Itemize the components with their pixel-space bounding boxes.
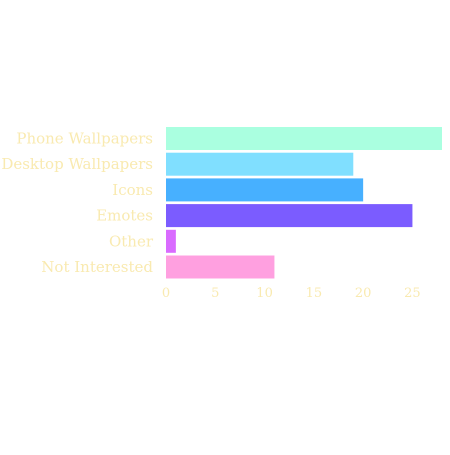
x-tick-label-5: 5 [211, 286, 219, 301]
x-axis-tick-labels: 0 5 10 15 20 25 [162, 286, 421, 301]
category-labels: Phone Wallpapers Desktop Wallpapers Icons E… [1, 130, 153, 277]
x-tick-label-25: 25 [404, 286, 421, 301]
bar-not-interested [166, 255, 275, 279]
bar-desktop-wallpapers [166, 152, 354, 176]
category-label-phone-wallpapers: Phone Wallpapers [16, 130, 153, 148]
category-label-other: Other [109, 232, 154, 250]
x-tick-label-20: 20 [355, 286, 372, 301]
category-label-desktop-wallpapers: Desktop Wallpapers [1, 155, 153, 173]
bar-phone-wallpapers [166, 127, 442, 150]
bar-icons [166, 178, 364, 202]
x-tick-label-0: 0 [162, 286, 170, 301]
bar-emotes [166, 204, 413, 228]
category-label-emotes: Emotes [96, 207, 153, 225]
bar-other [166, 229, 176, 253]
x-tick-label-15: 15 [306, 286, 323, 301]
category-label-icons: Icons [112, 181, 153, 199]
bars-group [166, 127, 442, 279]
x-tick-label-10: 10 [256, 286, 273, 301]
category-label-not-interested: Not Interested [41, 258, 153, 276]
